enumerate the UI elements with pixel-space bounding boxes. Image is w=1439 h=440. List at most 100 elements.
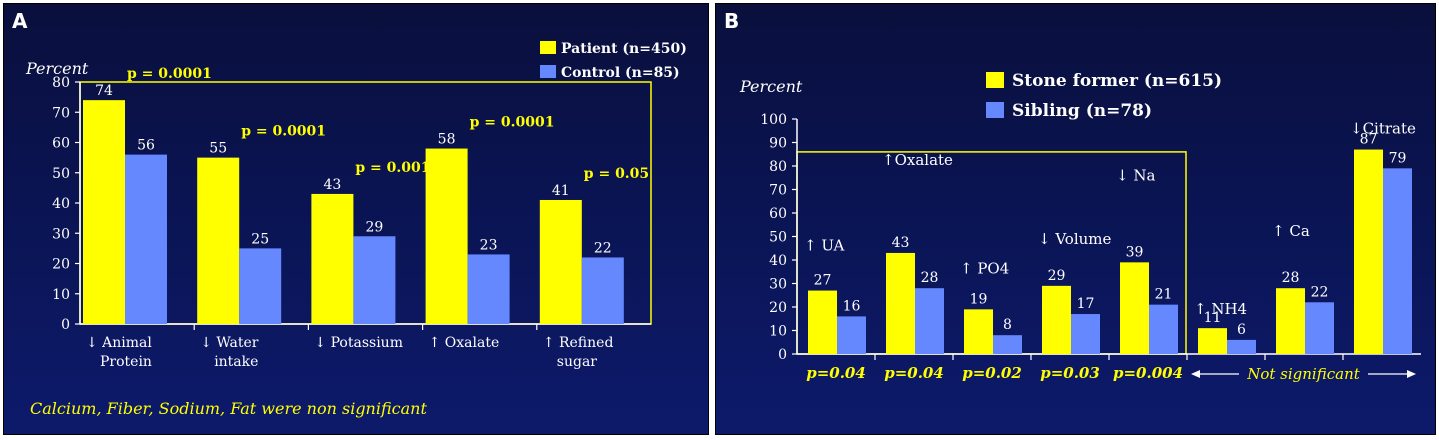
- bar-sibling: [915, 288, 944, 354]
- bar-control: [239, 248, 282, 324]
- y-tick-label: 50: [769, 230, 787, 246]
- y-tick-label: 30: [52, 226, 70, 242]
- category-label: ↑ UA: [804, 237, 845, 255]
- legend-label-0: Patient (n=450): [561, 41, 687, 57]
- value-label: 6: [1237, 322, 1246, 338]
- x-category-label: sugar: [557, 354, 598, 370]
- p-value: p = 0.0001: [127, 66, 212, 82]
- y-tick-label: 0: [778, 347, 787, 363]
- legend-swatch-0: [986, 72, 1004, 88]
- p-value: p = 0.0001: [470, 115, 555, 131]
- value-label: 8: [1003, 317, 1012, 333]
- bar-sibling: [1227, 339, 1256, 354]
- category-label: ↑Oxalate: [882, 151, 953, 169]
- bar-sibling: [1305, 302, 1334, 354]
- value-label: 87: [1360, 132, 1378, 148]
- value-label: 28: [921, 270, 939, 286]
- footnote: Calcium, Fiber, Sodium, Fat were non sig…: [30, 399, 427, 418]
- bar-control: [581, 257, 624, 324]
- y-tick-label: 80: [52, 75, 70, 91]
- p-value: p=0.004: [1113, 364, 1183, 382]
- p-value: p = 0.0001: [241, 124, 326, 140]
- p-value: p=0.03: [1040, 364, 1100, 382]
- legend-swatch-0: [540, 41, 556, 54]
- bar-stone-former: [1276, 288, 1305, 354]
- value-label: 22: [594, 240, 612, 256]
- value-label: 21: [1155, 287, 1173, 303]
- bar-patient: [83, 100, 125, 325]
- bar-stone-former: [1120, 262, 1149, 354]
- x-category-label: ↓ Water: [200, 335, 259, 351]
- value-label: 29: [365, 219, 383, 235]
- bar-stone-former: [1354, 149, 1383, 354]
- chart-b: B Percent Stone former (n=615) Sibling (n=7…: [724, 9, 1421, 383]
- y-tick-label: 40: [52, 196, 70, 212]
- p-value: p=0.04: [884, 364, 944, 382]
- value-label: 16: [843, 298, 861, 314]
- value-label: 23: [480, 237, 498, 253]
- bar-control: [353, 236, 396, 324]
- y-axis-label: Percent: [739, 77, 803, 96]
- y-tick-label: 70: [52, 105, 70, 121]
- legend-label-1: Sibling (n=78): [1012, 101, 1152, 121]
- value-label: 39: [1126, 244, 1144, 260]
- category-label: ↓Citrate: [1350, 120, 1416, 138]
- y-tick-label: 60: [52, 136, 70, 152]
- value-label: 22: [1311, 284, 1329, 300]
- y-tick-label: 20: [769, 300, 787, 316]
- value-label: 17: [1077, 296, 1095, 312]
- y-tick-label: 10: [769, 324, 787, 340]
- bar-patient: [539, 199, 582, 324]
- bar-sibling: [1383, 168, 1412, 354]
- value-label: 74: [95, 83, 113, 99]
- y-axis-label: Percent: [25, 59, 89, 78]
- value-label: 43: [323, 177, 341, 193]
- x-category-label: Protein: [100, 354, 152, 370]
- bar-patient: [311, 193, 354, 324]
- arrowhead-right: [1407, 370, 1416, 378]
- legend-label-1: Control (n=85): [561, 65, 680, 81]
- bar-control: [125, 154, 167, 324]
- category-label: ↓ Volume: [1038, 230, 1112, 248]
- bar-sibling: [1071, 314, 1100, 354]
- bar-stone-former: [886, 252, 915, 354]
- x-category-label: ↑ Refined: [543, 335, 614, 351]
- y-tick-label: 10: [52, 287, 70, 303]
- panel-label-a: A: [12, 9, 28, 33]
- value-label: 41: [552, 183, 570, 199]
- value-label: 55: [209, 141, 227, 157]
- y-tick-label: 20: [52, 257, 70, 273]
- bar-sibling: [837, 316, 866, 354]
- category-label: ↓ Na: [1116, 166, 1155, 184]
- bar-patient: [197, 157, 240, 324]
- legend-label-0: Stone former (n=615): [1012, 71, 1222, 91]
- bar-stone-former: [1042, 285, 1071, 354]
- legend-swatch-1: [986, 102, 1004, 118]
- bar-stone-former: [808, 290, 837, 354]
- panel-label-b: B: [724, 9, 739, 33]
- p-value: p=0.04: [806, 364, 866, 382]
- y-tick-label: 100: [760, 112, 787, 128]
- y-tick-label: 50: [52, 166, 70, 182]
- panel-a: A Percent Patient (n=450) Control (n=85) 0 10…: [3, 3, 709, 435]
- y-tick-label: 30: [769, 277, 787, 293]
- x-category-label: ↑ Oxalate: [429, 335, 500, 351]
- bar-stone-former: [1198, 328, 1227, 354]
- value-label: 19: [970, 291, 988, 307]
- chart-a: A Percent Patient (n=450) Control (n=85) 0 10…: [12, 9, 687, 418]
- y-tick-label: 70: [769, 183, 787, 199]
- bar-sibling: [1149, 304, 1178, 354]
- x-category-label: intake: [214, 354, 258, 370]
- arrowhead-left: [1191, 370, 1200, 378]
- category-label: ↑ NH4: [1194, 300, 1247, 318]
- y-tick-label: 40: [769, 253, 787, 269]
- bar-control: [467, 254, 510, 324]
- value-label: 58: [438, 132, 456, 148]
- value-label: 11: [1204, 310, 1222, 326]
- bar-stone-former: [964, 309, 993, 354]
- y-tick-label: 90: [769, 136, 787, 152]
- x-category-label: ↓ Animal: [86, 335, 152, 351]
- value-label: 79: [1389, 150, 1407, 166]
- p-value: p = 0.001: [355, 160, 430, 176]
- y-tick-label: 60: [769, 206, 787, 222]
